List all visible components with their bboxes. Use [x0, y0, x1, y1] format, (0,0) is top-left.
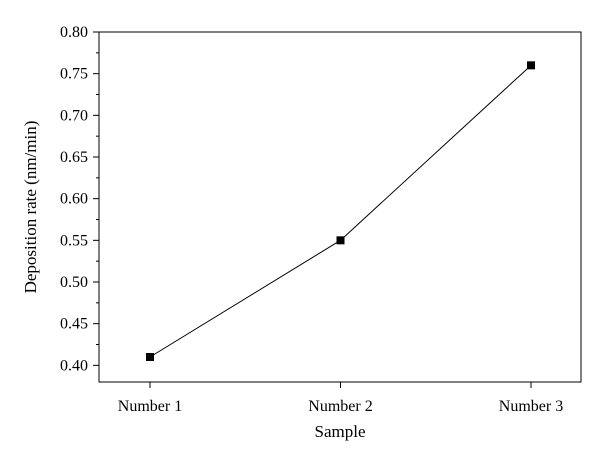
series-line: [149, 64, 532, 358]
plot-frame: [98, 31, 582, 383]
x-axis-tick-label: Number 1: [118, 398, 182, 415]
y-axis-tick-label: 0.65: [60, 149, 88, 166]
x-axis-labels: Number 1 Number 2 Number 3: [118, 398, 563, 415]
series-points: [146, 61, 535, 361]
y-axis-tick-label: 0.75: [60, 66, 88, 83]
y-axis-tick-label: 0.50: [60, 274, 88, 291]
y-axis-minor-ticks: [96, 52, 99, 345]
x-axis-tick-label: Number 2: [308, 398, 372, 415]
y-axis-tick-label: 0.55: [60, 232, 88, 249]
data-point-marker: [336, 236, 345, 245]
y-axis-tick-label: 0.45: [60, 316, 88, 333]
y-axis-tick-label: 0.40: [60, 357, 88, 374]
y-axis-tick-label: 0.80: [60, 24, 88, 41]
data-point-marker: [527, 61, 535, 70]
y-axis-tick-label: 0.70: [60, 107, 88, 124]
y-axis-labels: 0.40 0.45 0.50 0.55 0.60 0.65 0.70 0.75 0.80: [60, 24, 88, 374]
x-axis-tick-label: Number 3: [499, 398, 563, 415]
x-axis-ticks: [149, 382, 532, 388]
y-axis-tick-label: 0.60: [60, 191, 88, 208]
data-point-marker: [146, 353, 154, 361]
y-axis-ticks: [93, 31, 99, 366]
x-axis-title: Sample: [315, 422, 366, 441]
y-axis-title: Deposition rate (nm/min): [21, 121, 40, 294]
